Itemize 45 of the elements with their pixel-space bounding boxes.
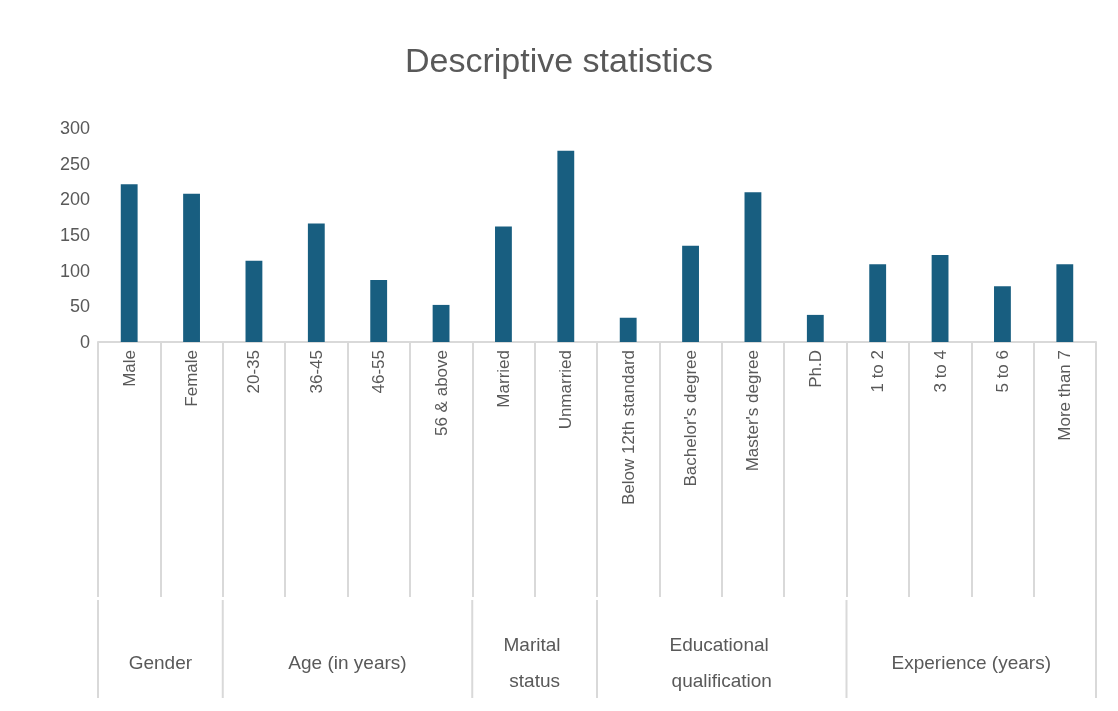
y-tick-label: 200: [59, 189, 90, 210]
bar: [806, 314, 824, 342]
y-tick-label: 250: [59, 153, 90, 174]
text: Marital status: [503, 633, 566, 691]
x-tick-label: 3 to 4: [930, 350, 950, 393]
x-tick-label: Master's degree: [743, 350, 763, 472]
y-tick-label: 150: [59, 225, 90, 245]
x-tick-label: 56 & above: [431, 350, 451, 437]
bar: [432, 304, 450, 342]
x-tick-label: 36-45: [306, 350, 326, 394]
bar: [869, 264, 887, 342]
x-tick-label: 20-35: [244, 350, 264, 394]
bar: [557, 150, 575, 342]
text: Experience (years): [891, 651, 1051, 673]
x-tick-label: 5 to 6: [992, 350, 1012, 393]
text: Educational qualification: [669, 633, 775, 691]
y-tick-label: 100: [59, 260, 90, 281]
y-tick-label: 300: [59, 118, 90, 138]
bar: [619, 317, 637, 342]
x-tick-label: 1 to 2: [868, 350, 888, 393]
bar: [931, 254, 949, 342]
text: Age (in years): [288, 651, 407, 673]
bar: [495, 226, 512, 342]
bar: [183, 193, 200, 342]
x-tick-label: Ph.D: [805, 350, 825, 388]
bar: [307, 223, 325, 342]
bar: [370, 279, 388, 342]
x-tick-label: Male: [119, 350, 139, 387]
bar: [245, 260, 263, 342]
bar: [1056, 264, 1074, 342]
x-tick-label: Female: [182, 350, 202, 407]
bar: [744, 192, 762, 342]
x-tick-label: Married: [493, 350, 513, 408]
x-tick-label: 46-55: [369, 350, 389, 394]
x-tick-label: Bachelor's degree: [681, 350, 701, 487]
x-tick-label: More than 7: [1055, 350, 1075, 441]
y-tick-label: 0: [79, 332, 90, 352]
x-tick-label: Below 12th standard: [618, 350, 638, 505]
text: Gender: [128, 651, 193, 673]
x-tick-label: Unmarried: [556, 350, 576, 430]
chart-title: Descriptive statistics: [405, 41, 713, 79]
bar: [994, 286, 1011, 342]
bar: [682, 245, 699, 342]
y-tick-label: 50: [69, 296, 90, 317]
bar: [120, 184, 138, 342]
